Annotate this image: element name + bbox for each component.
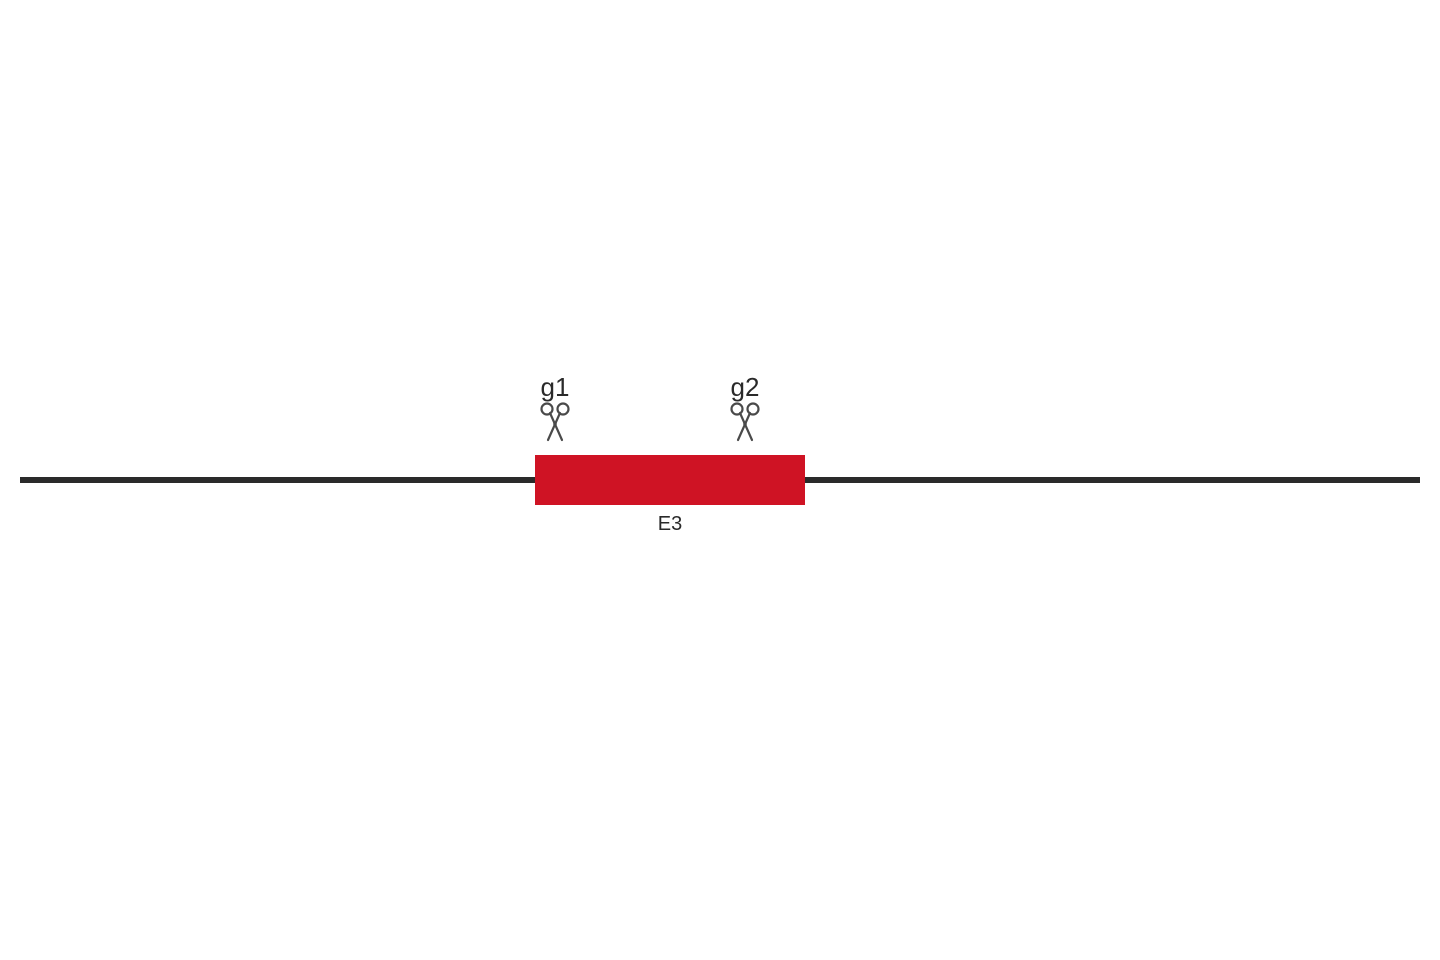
- scissors-icon: [729, 402, 761, 442]
- scissors-icon: [539, 402, 571, 442]
- genome-line-left: [20, 477, 535, 483]
- genome-line-right: [805, 477, 1420, 483]
- exon-box: [535, 455, 805, 505]
- guide-label-g1: g1: [535, 372, 575, 403]
- guide-label-g2: g2: [725, 372, 765, 403]
- exon-label: E3: [535, 513, 805, 536]
